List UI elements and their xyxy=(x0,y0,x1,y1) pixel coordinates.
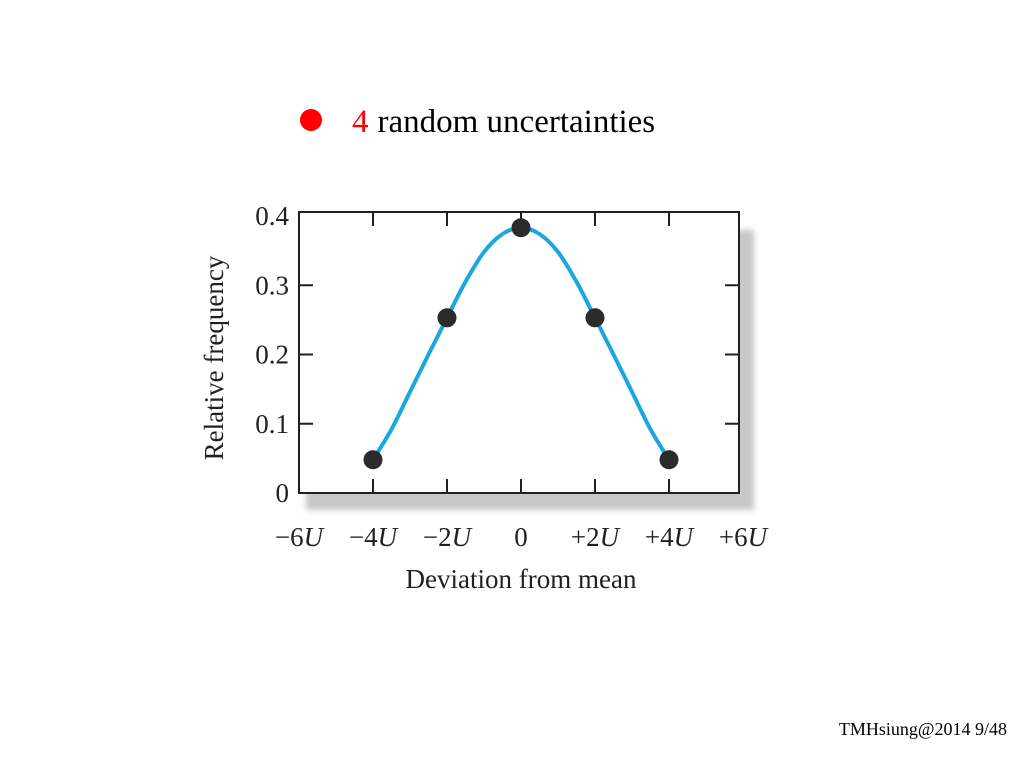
y-tick-label: 0.3 xyxy=(255,270,289,300)
y-tick-label: 0.4 xyxy=(255,201,289,231)
data-point xyxy=(363,450,383,470)
data-point xyxy=(511,218,531,238)
y-tick-labels: 0 0.1 0.2 0.3 0.4 xyxy=(255,201,289,508)
data-points xyxy=(363,218,679,470)
x-tick-label: 0 xyxy=(514,522,528,552)
slide-footer: TMHsiung@2014 9/48 xyxy=(838,719,1007,739)
data-point xyxy=(437,308,457,328)
x-tick-label: −4U xyxy=(349,522,399,552)
bullet-dot-icon xyxy=(300,108,322,131)
y-tick-label: 0.2 xyxy=(255,340,289,370)
x-tick-labels: −6U −4U −2U 0 +2U +4U +6U xyxy=(275,522,769,552)
x-tick-label: −2U xyxy=(423,522,473,552)
plot-area xyxy=(299,212,739,493)
plot-frame xyxy=(298,211,740,494)
data-point xyxy=(585,308,605,328)
x-tick-label: +4U xyxy=(645,522,695,552)
heading-number: 4 xyxy=(352,104,369,140)
x-tick-label: −6U xyxy=(275,522,325,552)
heading-text: random uncertainties xyxy=(377,104,656,140)
x-tick-label: +2U xyxy=(571,522,621,552)
x-axis-title: Deviation from mean xyxy=(406,564,637,594)
data-point xyxy=(659,450,679,470)
slide-heading: 4 random uncertainties xyxy=(300,104,655,141)
y-axis-title: Relative frequency xyxy=(199,255,229,460)
y-tick-label: 0 xyxy=(276,478,290,508)
y-tick-label: 0.1 xyxy=(255,409,289,439)
x-tick-label: +6U xyxy=(719,522,769,552)
